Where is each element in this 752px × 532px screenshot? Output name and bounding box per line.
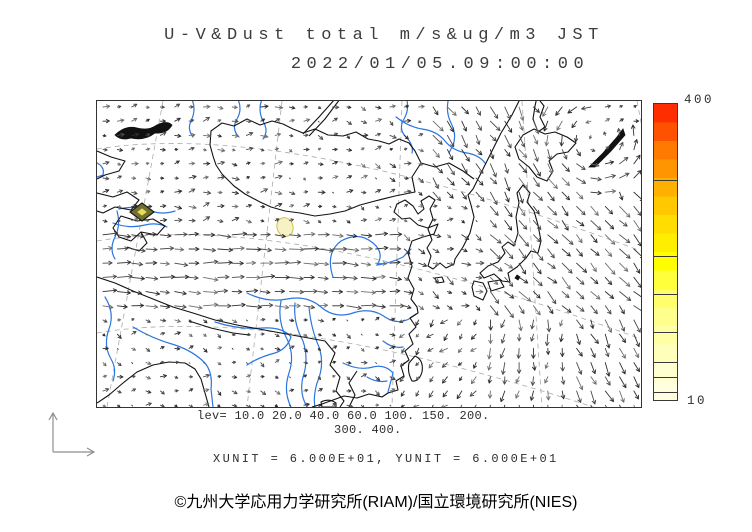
colorbar <box>653 103 678 401</box>
colorbar-tick <box>654 179 677 181</box>
colorbar-min-label: 10 <box>687 394 708 408</box>
contour-levels-line-2: 300. 400. <box>334 423 402 437</box>
wind-vectors <box>102 104 641 407</box>
units-label: XUNIT = 6.000E+01, YUNIT = 6.000E+01 <box>213 452 559 466</box>
colorbar-tick <box>654 392 677 394</box>
dust-spot-gobi <box>276 217 294 237</box>
colorbar-tick <box>654 331 677 333</box>
timestamp: 2022/01/05.09:00:00 <box>290 55 590 74</box>
colorbar-tick <box>654 255 677 257</box>
wind-vectors <box>102 103 641 407</box>
colorbar-tick <box>654 362 677 364</box>
map-canvas <box>97 101 641 407</box>
wind-vectors <box>102 104 641 407</box>
map-frame <box>96 100 642 408</box>
contour-levels-line-1: lev= 10.0 20.0 40.0 60.0 100. 150. 200. <box>197 409 490 423</box>
colorbar-tick <box>654 377 677 379</box>
page-title: U-V&Dust total m/s&ug/m3 JST <box>164 26 604 45</box>
colorbar-max-label: 400 <box>684 93 715 107</box>
colorbar-tick <box>654 293 677 295</box>
copyright: ©九州大学応用力学研究所(RIAM)/国立環境研究所(NIES) <box>174 494 578 511</box>
axes-orientation-icon <box>48 411 96 457</box>
